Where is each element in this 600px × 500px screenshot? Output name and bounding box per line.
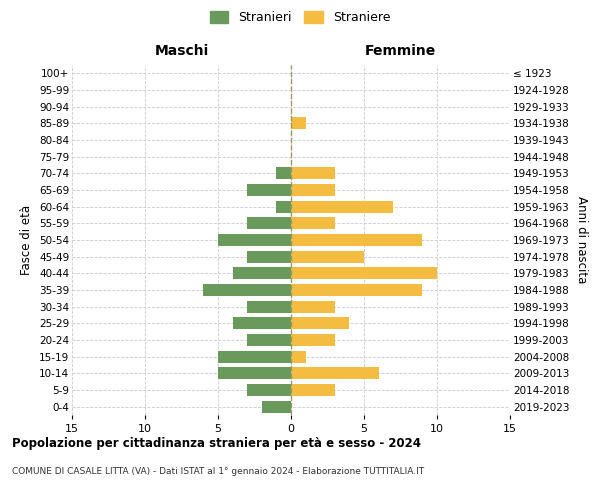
Bar <box>291 250 364 262</box>
Bar <box>291 184 335 196</box>
Bar <box>277 168 291 179</box>
Bar <box>291 300 335 312</box>
Bar <box>291 284 422 296</box>
Bar <box>291 334 335 346</box>
Text: Popolazione per cittadinanza straniera per età e sesso - 2024: Popolazione per cittadinanza straniera p… <box>12 438 421 450</box>
Bar <box>247 184 291 196</box>
Bar <box>291 384 335 396</box>
Bar <box>247 250 291 262</box>
Bar <box>291 200 393 212</box>
Legend: Stranieri, Straniere: Stranieri, Straniere <box>205 6 395 29</box>
Text: Maschi: Maschi <box>154 44 209 58</box>
Bar <box>247 300 291 312</box>
Bar <box>291 268 437 280</box>
Y-axis label: Anni di nascita: Anni di nascita <box>575 196 588 284</box>
Bar <box>291 368 379 380</box>
Bar <box>291 318 349 330</box>
Bar <box>218 234 291 246</box>
Bar <box>262 400 291 412</box>
Bar <box>291 350 305 362</box>
Bar <box>233 268 291 280</box>
Text: COMUNE DI CASALE LITTA (VA) - Dati ISTAT al 1° gennaio 2024 - Elaborazione TUTTI: COMUNE DI CASALE LITTA (VA) - Dati ISTAT… <box>12 468 424 476</box>
Bar <box>291 234 422 246</box>
Bar <box>291 218 335 230</box>
Bar <box>203 284 291 296</box>
Bar <box>277 200 291 212</box>
Bar <box>247 218 291 230</box>
Bar <box>218 350 291 362</box>
Text: Femmine: Femmine <box>365 44 436 58</box>
Bar <box>247 384 291 396</box>
Bar <box>233 318 291 330</box>
Bar <box>291 168 335 179</box>
Bar <box>247 334 291 346</box>
Bar <box>218 368 291 380</box>
Bar <box>291 118 305 130</box>
Y-axis label: Fasce di età: Fasce di età <box>20 205 34 275</box>
